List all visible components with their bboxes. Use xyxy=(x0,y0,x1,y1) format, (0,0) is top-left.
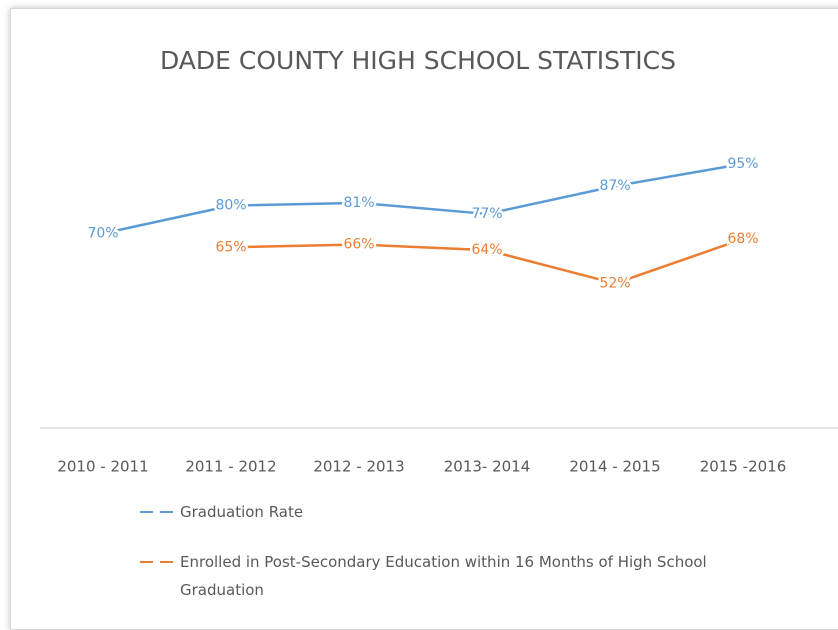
legend-swatch xyxy=(140,548,174,576)
x-tick-label: 2010 - 2011 xyxy=(57,458,148,476)
data-label: 66% xyxy=(343,237,374,253)
legend-label: Enrolled in Post-Secondary Education wit… xyxy=(180,553,707,599)
chart-frame xyxy=(10,8,838,630)
legend-dash xyxy=(140,511,153,513)
series-line xyxy=(102,162,744,235)
data-label: 80% xyxy=(215,198,246,214)
data-label: 87% xyxy=(599,178,630,194)
data-label: 65% xyxy=(215,239,246,255)
legend-dash xyxy=(160,561,173,563)
legend-swatch xyxy=(140,498,174,526)
data-label: 52% xyxy=(599,275,630,291)
x-tick-label: 2014 - 2015 xyxy=(569,458,660,476)
data-label: 64% xyxy=(471,242,502,258)
chart-title: DADE COUNTY HIGH SCHOOL STATISTICS xyxy=(160,46,676,75)
data-label: 68% xyxy=(727,231,758,247)
x-tick-label: 2013- 2014 xyxy=(444,458,531,476)
legend-dash xyxy=(160,511,173,513)
legend: Graduation Rate Enrolled in Post-Secondar… xyxy=(140,498,760,626)
data-label: 95% xyxy=(727,156,758,172)
data-label: 70% xyxy=(87,225,118,241)
legend-label: Graduation Rate xyxy=(180,503,304,521)
legend-item: Enrolled in Post-Secondary Education wit… xyxy=(140,548,760,604)
x-tick-label: 2012 - 2013 xyxy=(313,458,404,476)
x-tick-label: 2011 - 2012 xyxy=(185,458,276,476)
data-label: 77% xyxy=(471,206,502,222)
series-line xyxy=(230,237,744,285)
data-label: 81% xyxy=(343,195,374,211)
legend-item: Graduation Rate xyxy=(140,498,760,526)
x-tick-label: 2015 -2016 xyxy=(700,458,787,476)
legend-dash xyxy=(140,561,153,563)
